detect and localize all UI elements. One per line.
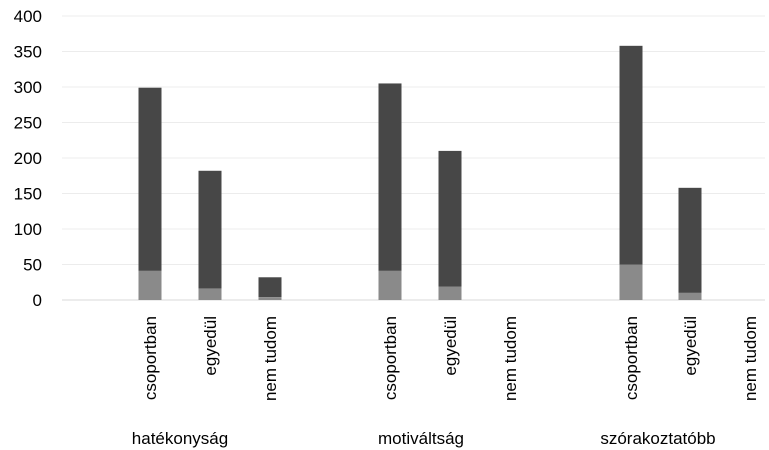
y-tick-label: 50 [23, 256, 42, 275]
x-category-label: csoportban [141, 316, 160, 400]
x-group-label: szórakoztatóbb [600, 429, 715, 448]
bar-upper-segment [438, 150, 462, 287]
bar-lower-segment [438, 286, 462, 300]
y-tick-label: 200 [14, 149, 42, 168]
x-category-label: egyedül [201, 316, 220, 376]
bar-upper-segment [619, 45, 643, 265]
x-category-label: csoportban [381, 316, 400, 400]
x-axis-group-labels: hatékonyság motiváltság szórakoztatóbb [132, 429, 716, 448]
bar-upper-segment [378, 83, 402, 271]
x-category-label: csoportban [622, 316, 641, 400]
bar-upper-segment [678, 187, 702, 293]
bar-lower-segment [138, 270, 162, 300]
y-tick-label: 300 [14, 78, 42, 97]
y-tick-label: 250 [14, 114, 42, 133]
bar-upper-segment [138, 87, 162, 271]
bar-lower-segment [378, 270, 402, 300]
bar-lower-segment [678, 292, 702, 300]
bar-upper-segment [198, 170, 222, 289]
x-group-label: hatékonyság [132, 429, 228, 448]
x-category-label: nem tudom [741, 316, 760, 401]
y-tick-label: 100 [14, 220, 42, 239]
bar-lower-segment [619, 264, 643, 300]
x-category-label: nem tudom [501, 316, 520, 401]
x-category-label: egyedül [681, 316, 700, 376]
bar-lower-segment [198, 288, 222, 300]
x-axis-category-labels: csoportban egyedül nem tudom csoportban egye… [141, 316, 760, 401]
x-category-label: nem tudom [261, 316, 280, 401]
x-category-label: egyedül [441, 316, 460, 376]
y-tick-label: 350 [14, 43, 42, 62]
bar-lower-segment [258, 297, 282, 300]
gridlines [62, 15, 765, 301]
y-axis-ticks: 0 50 100 150 200 250 300 350 400 [14, 7, 42, 310]
bar-upper-segment [258, 277, 282, 298]
y-tick-label: 400 [14, 7, 42, 26]
y-tick-label: 150 [14, 185, 42, 204]
y-tick-label: 0 [33, 291, 42, 310]
x-group-label: motiváltság [378, 429, 464, 448]
bars [138, 45, 702, 300]
